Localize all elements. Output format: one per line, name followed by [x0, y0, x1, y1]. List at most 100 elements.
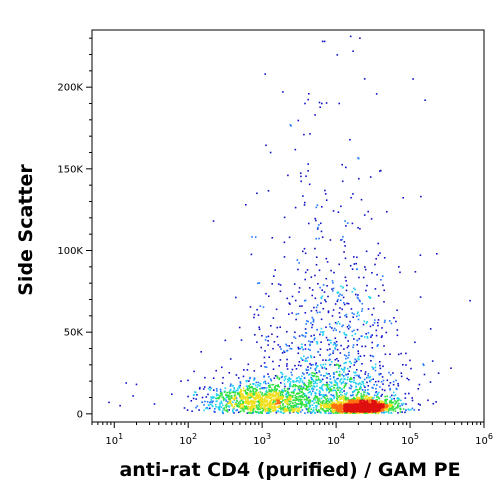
- data-point: [336, 378, 338, 380]
- data-point: [382, 404, 385, 407]
- data-point: [235, 389, 238, 392]
- data-point: [313, 356, 316, 358]
- data-point: [298, 388, 301, 391]
- data-point: [336, 382, 339, 384]
- data-point: [321, 236, 324, 238]
- data-point: [203, 409, 205, 412]
- data-point: [321, 334, 324, 337]
- data-point: [236, 409, 239, 411]
- data-point: [351, 409, 354, 411]
- data-point: [275, 403, 278, 405]
- data-point: [314, 369, 317, 372]
- data-point: [227, 396, 229, 398]
- data-point: [311, 341, 314, 343]
- data-point: [380, 406, 383, 409]
- data-point: [240, 394, 242, 396]
- data-point: [336, 300, 339, 303]
- data-point: [265, 382, 267, 385]
- data-point: [343, 375, 345, 377]
- data-point: [334, 303, 337, 305]
- data-point: [304, 201, 306, 204]
- data-point: [423, 373, 426, 376]
- data-point: [266, 397, 268, 399]
- data-point: [286, 402, 289, 404]
- data-point: [306, 360, 308, 362]
- data-point: [209, 389, 211, 391]
- data-point: [308, 408, 310, 410]
- data-point: [327, 410, 330, 412]
- data-point: [391, 398, 393, 400]
- data-point: [231, 391, 233, 393]
- data-point: [229, 399, 232, 402]
- data-point: [377, 324, 379, 327]
- data-point: [314, 380, 317, 383]
- data-point: [278, 390, 281, 392]
- data-point: [339, 364, 342, 367]
- data-point: [320, 394, 322, 396]
- data-point: [397, 353, 400, 356]
- data-point: [272, 391, 275, 393]
- data-point: [309, 404, 312, 407]
- data-point: [341, 238, 343, 241]
- data-point: [296, 392, 299, 394]
- data-point: [381, 408, 384, 410]
- data-point: [344, 392, 346, 395]
- data-point: [232, 398, 235, 400]
- data-point: [291, 407, 294, 410]
- data-point: [322, 307, 325, 310]
- data-point: [379, 409, 381, 412]
- data-point: [305, 385, 308, 387]
- data-point: [249, 396, 251, 399]
- data-point: [219, 404, 221, 406]
- data-point: [341, 396, 343, 399]
- data-point: [308, 388, 310, 390]
- data-point: [264, 408, 266, 410]
- data-point: [388, 404, 391, 406]
- data-point: [266, 391, 269, 393]
- data-point: [299, 411, 302, 413]
- data-point: [260, 365, 262, 367]
- data-point: [274, 399, 276, 402]
- data-point: [346, 284, 348, 287]
- data-point: [306, 411, 309, 414]
- data-point: [297, 346, 300, 349]
- data-point: [339, 352, 342, 354]
- data-point: [240, 339, 243, 341]
- data-point: [257, 407, 260, 409]
- data-point: [365, 412, 368, 414]
- data-point: [273, 388, 276, 391]
- data-point: [289, 347, 291, 350]
- data-point: [301, 381, 304, 384]
- data-point: [322, 409, 325, 412]
- data-point: [331, 394, 334, 397]
- data-point: [402, 197, 404, 199]
- data-point: [315, 341, 318, 343]
- data-point: [378, 373, 381, 376]
- data-point: [262, 407, 264, 410]
- data-point: [291, 342, 293, 344]
- data-point: [305, 403, 308, 406]
- data-point: [329, 364, 331, 366]
- data-point: [315, 407, 318, 409]
- data-point: [357, 311, 359, 313]
- data-point: [405, 403, 407, 405]
- data-point: [337, 321, 340, 323]
- data-point: [246, 408, 249, 410]
- data-point: [277, 406, 280, 408]
- data-point: [282, 412, 284, 415]
- data-point: [404, 411, 406, 414]
- data-point: [250, 406, 252, 408]
- data-point: [289, 405, 292, 407]
- data-point: [287, 174, 289, 177]
- data-point: [332, 405, 335, 407]
- data-point: [224, 404, 227, 407]
- data-point: [264, 410, 267, 413]
- data-point: [268, 384, 270, 387]
- data-point: [213, 389, 215, 391]
- data-point: [316, 329, 318, 331]
- data-point: [227, 402, 230, 405]
- data-point: [325, 199, 328, 201]
- data-point: [289, 303, 291, 305]
- data-point: [338, 396, 340, 399]
- data-point: [343, 302, 345, 304]
